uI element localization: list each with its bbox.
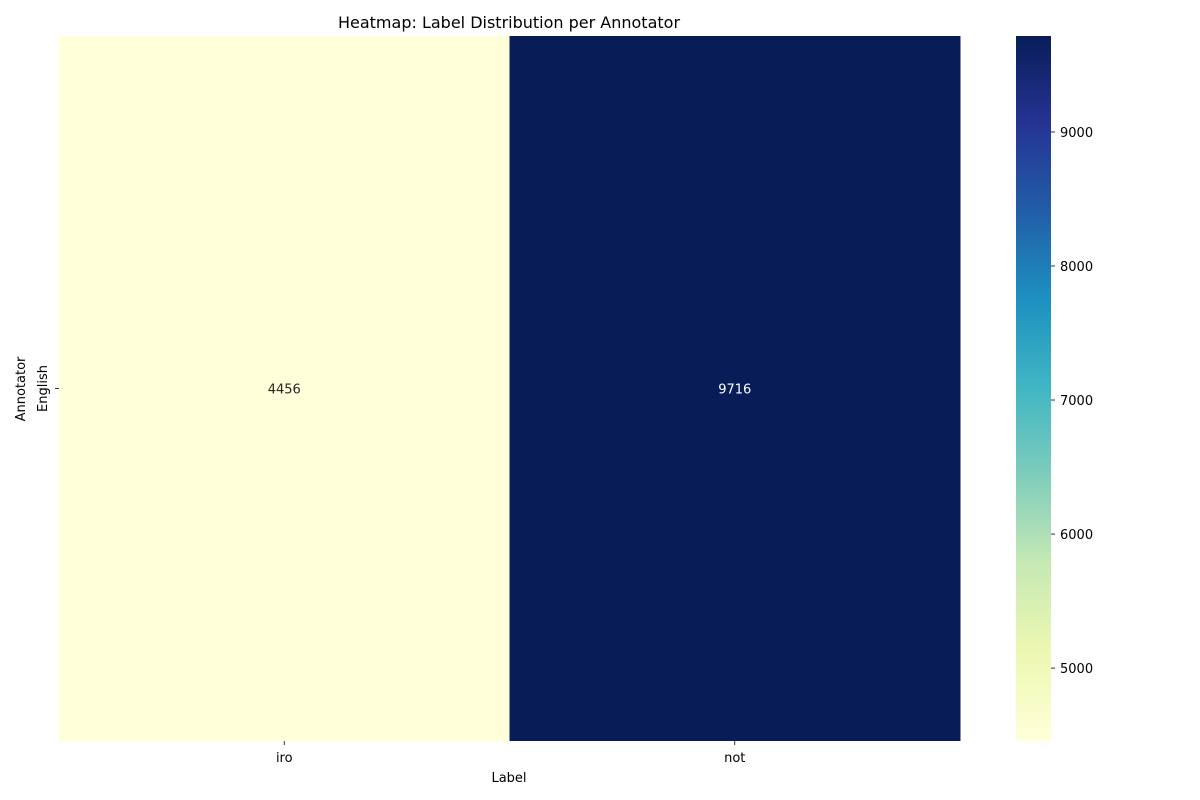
- colorbar-ticks: 5000 6000 7000 8000 9000: [1051, 126, 1093, 677]
- x-axis-label: Label: [491, 771, 526, 786]
- colorbar-tick-label: 8000: [1060, 260, 1093, 275]
- colorbar: [1016, 36, 1051, 741]
- y-axis: English: [36, 365, 59, 412]
- cell-value-label: 4456: [268, 383, 301, 398]
- heatmap-cells: 4456 9716: [59, 36, 961, 741]
- y-tick-label: English: [36, 365, 51, 412]
- x-tick-label: iro: [276, 751, 293, 766]
- cell-value-label: 9716: [718, 383, 751, 398]
- colorbar-tick-label: 5000: [1060, 662, 1093, 677]
- colorbar-tick-label: 7000: [1060, 394, 1093, 409]
- chart-title: Heatmap: Label Distribution per Annotato…: [338, 13, 680, 32]
- heatmap-cell: [59, 36, 510, 741]
- heatmap-cell: [509, 36, 961, 741]
- x-axis: iro not: [276, 741, 745, 766]
- y-axis-label: Annotator: [14, 356, 29, 421]
- colorbar-tick-label: 6000: [1060, 528, 1093, 543]
- x-tick-label: not: [724, 751, 745, 766]
- colorbar-tick-label: 9000: [1060, 126, 1093, 141]
